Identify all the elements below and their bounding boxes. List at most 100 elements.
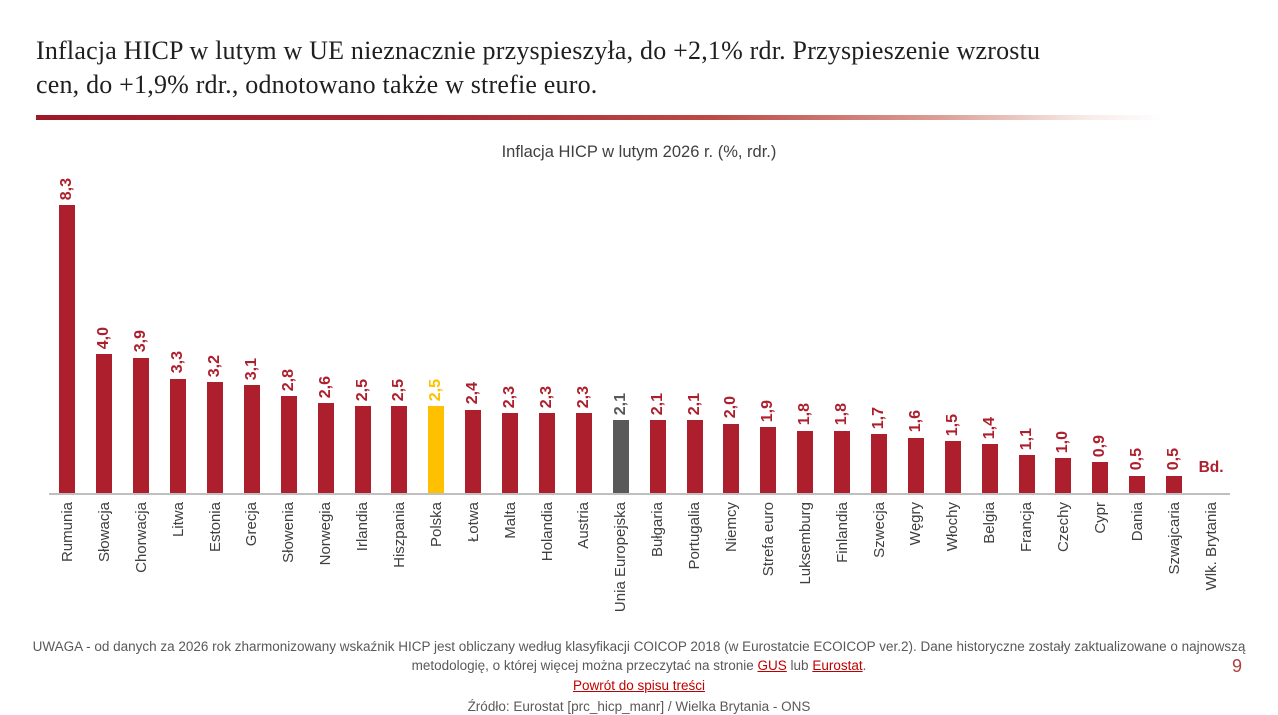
x-axis-label: Estonia	[206, 502, 224, 553]
bar-value-label: 1,1	[1017, 427, 1035, 450]
x-axis-label: Austria	[575, 502, 593, 549]
bar-value-label: 3,9	[132, 330, 150, 353]
x-axis-label-cell: Grecja	[233, 495, 270, 645]
page-title: Inflacja HICP w lutym w UE nieznacznie p…	[36, 34, 1246, 102]
bar-value-label: 0,5	[1165, 448, 1183, 471]
bar	[686, 420, 703, 493]
hicp-bar-chart: 8,3 4,0 3,9 3,3 3,2 3,1 2,8 2,6 2,5 2,5 2,5 2,4 2,3 2…	[49, 174, 1230, 645]
bar-column: 1,0	[1045, 431, 1082, 493]
bar-value-label: 0,5	[1128, 448, 1146, 471]
x-axis-label-cell: Dania	[1119, 495, 1156, 645]
x-axis-label-cell: Bułgaria	[639, 495, 676, 645]
x-axis-label: Luksemburg	[796, 502, 814, 585]
bar	[96, 354, 113, 493]
bar	[723, 423, 740, 493]
back-to-toc-link[interactable]: Powrót do spisu treści	[572, 678, 706, 693]
bar-value-label: 3,1	[242, 358, 260, 381]
x-axis-label-cell: Wlk. Brytania	[1193, 495, 1230, 645]
gus-link[interactable]: GUS	[757, 658, 787, 673]
x-axis-label-cell: Strefa euro	[750, 495, 787, 645]
bar-value-label: 2,6	[316, 375, 334, 398]
x-axis-label-cell: Litwa	[160, 495, 197, 645]
bar-value-label: 2,5	[427, 378, 445, 402]
bar	[317, 402, 334, 493]
x-axis-label: Czechy	[1054, 502, 1072, 553]
plot-area: 8,3 4,0 3,9 3,3 3,2 3,1 2,8 2,6 2,5 2,5 2,5 2,4 2,3 2…	[49, 174, 1230, 495]
x-axis-label-cell: Holandia	[529, 495, 566, 645]
bar	[1166, 475, 1183, 493]
x-axis-label-cell: Szwajcaria	[1156, 495, 1193, 645]
x-axis-label-cell: Rumunia	[49, 495, 86, 645]
x-axis-label: Szwecja	[870, 502, 888, 558]
bar	[575, 413, 592, 493]
bar-value-label: 2,8	[279, 368, 297, 391]
bar	[1092, 461, 1109, 493]
x-axis-label-cell: Łotwa	[455, 495, 492, 645]
x-axis-label-cell: Cypr	[1082, 495, 1119, 645]
bar-column: 3,3	[160, 351, 197, 493]
footer-note-text-1: UWAGA - od danych za 2026 rok zharmonizo…	[32, 639, 1246, 673]
bar-value-label: 1,8	[833, 403, 851, 426]
bar-value-label: 2,0	[722, 396, 740, 419]
bar	[1018, 454, 1035, 493]
x-axis-label-cell: Chorwacja	[123, 495, 160, 645]
x-axis-label-cell: Estonia	[197, 495, 234, 645]
x-axis-label: Rumunia	[58, 502, 76, 563]
bar-value-label: 3,2	[206, 354, 223, 377]
bar-column: 2,1	[639, 393, 676, 493]
x-axis-label: Francja	[1018, 502, 1036, 553]
bar-column: 0,9	[1082, 435, 1119, 493]
bar	[428, 406, 445, 493]
x-axis-label-cell: Belgia	[971, 495, 1008, 645]
bar	[391, 406, 408, 493]
bar-column: 2,5	[381, 379, 418, 493]
bar	[797, 430, 814, 493]
bar	[539, 413, 556, 493]
bar-value-label: 8,3	[58, 177, 76, 200]
bar-value-label: 2,3	[574, 385, 592, 409]
bar-column: 1,8	[787, 403, 824, 493]
page-title-line2: cen, do +1,9% rdr., odnotowano także w s…	[36, 70, 598, 99]
bar-column: 1,8	[824, 403, 861, 493]
bar	[1055, 458, 1072, 493]
bar	[502, 413, 519, 493]
bar-value-label: 1,7	[870, 406, 888, 429]
x-axis-label-cell: Irlandia	[344, 495, 381, 645]
x-axis-label-cell: Niemcy	[713, 495, 750, 645]
x-axis-label: Finlandia	[833, 502, 851, 563]
x-axis-label: Grecja	[243, 502, 261, 547]
x-axis-label-cell: Węgry	[897, 495, 934, 645]
eurostat-link[interactable]: Eurostat	[812, 658, 863, 673]
bar-column: 8,3	[49, 178, 86, 493]
x-axis-label-cell: Unia Europejska	[602, 495, 639, 645]
x-axis-label: Holandia	[538, 502, 556, 562]
bar-column: 2,4	[455, 382, 492, 493]
bar	[871, 434, 888, 493]
bar	[907, 437, 924, 493]
source-note: Źródło: Eurostat [prc_hicp_manr] / Wielk…	[467, 699, 811, 714]
bar	[981, 444, 998, 493]
x-axis-label: Polska	[427, 502, 445, 548]
bar-value-label: 2,5	[353, 378, 371, 402]
x-axis-label: Słowacja	[95, 502, 113, 563]
bar-value-label: 1,0	[1054, 431, 1072, 454]
footer: UWAGA - od danych za 2026 rok zharmonizo…	[0, 637, 1278, 715]
bar	[207, 382, 223, 493]
footer-note-text-3: .	[862, 658, 867, 673]
bar	[354, 406, 371, 493]
bar-column: 0,5	[1156, 448, 1193, 493]
footer-note: UWAGA - od danych za 2026 rok zharmonizo…	[0, 637, 1278, 675]
x-axis-label: Cypr	[1091, 502, 1109, 534]
bar	[133, 357, 150, 493]
bar	[1129, 475, 1146, 493]
bar	[612, 420, 629, 493]
bar-column: 2,1	[602, 393, 639, 493]
bar-value-label: 2,4	[464, 382, 482, 405]
bar-column: 1,4	[971, 417, 1008, 493]
x-axis-label-cell: Malta	[492, 495, 529, 645]
x-axis-label: Niemcy	[722, 502, 740, 553]
bar-column: 2,3	[492, 386, 529, 493]
bar	[59, 205, 76, 493]
bar-value-label: 2,3	[501, 385, 519, 409]
